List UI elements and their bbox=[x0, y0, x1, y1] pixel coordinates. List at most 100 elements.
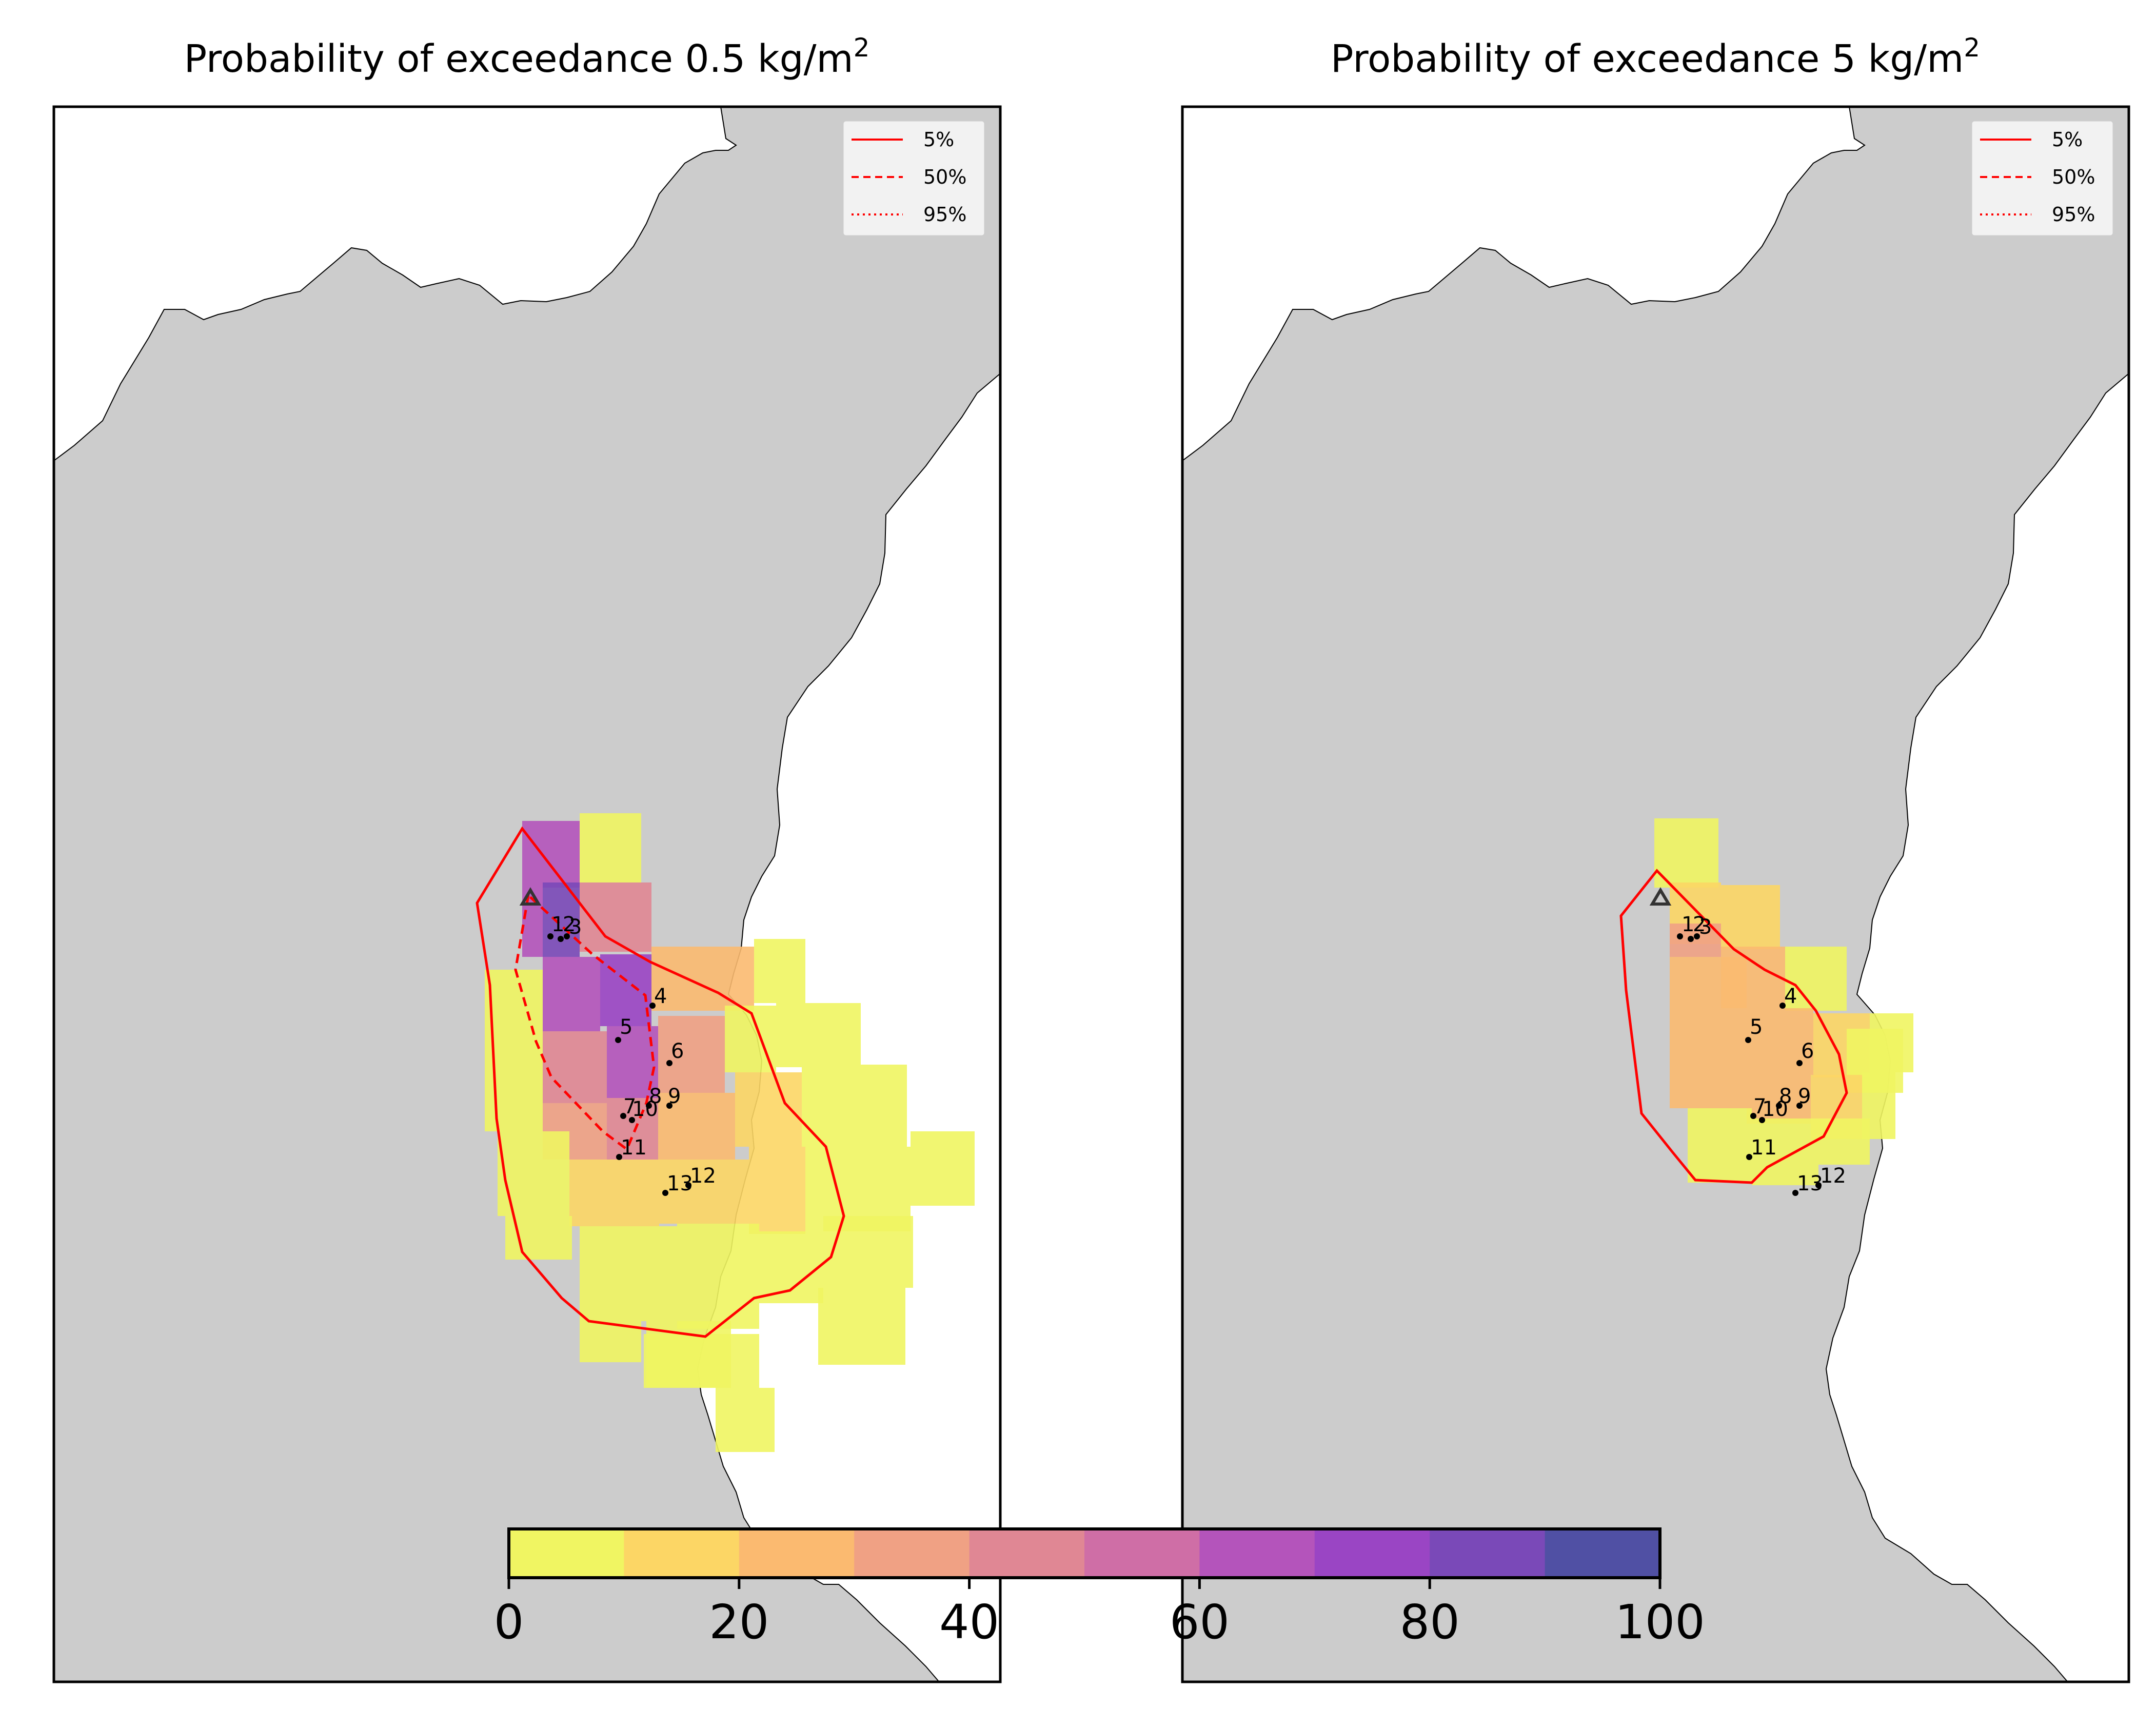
probability-cell bbox=[776, 1003, 838, 1067]
legend-label: 95% bbox=[2052, 203, 2095, 226]
site-label: 7 bbox=[623, 1095, 636, 1118]
dot-marker-icon bbox=[558, 936, 564, 942]
probability-cell bbox=[1785, 947, 1847, 1011]
dot-marker-icon bbox=[1779, 1003, 1786, 1009]
dot-marker-icon bbox=[1677, 933, 1683, 939]
probability-cell bbox=[1670, 957, 1747, 1034]
legend-label: 5% bbox=[923, 128, 954, 151]
colorbar-tick-label: 40 bbox=[939, 1595, 999, 1650]
colorbar-segment bbox=[1199, 1529, 1315, 1578]
probability-cell bbox=[1721, 885, 1780, 949]
probability-cell bbox=[911, 1131, 975, 1206]
triangle-vent-icon bbox=[519, 887, 542, 906]
site-label: 8 bbox=[1779, 1085, 1792, 1108]
legend-label: 95% bbox=[923, 203, 966, 226]
probability-cell bbox=[749, 1147, 805, 1234]
colorbar-tick-label: 100 bbox=[1615, 1595, 1705, 1650]
colorbar-tick-label: 20 bbox=[709, 1595, 769, 1650]
colorbar-tick-label: 0 bbox=[494, 1595, 524, 1650]
colorbar-segment bbox=[739, 1529, 855, 1578]
colorbar-segment bbox=[509, 1529, 624, 1578]
dot-marker-icon bbox=[1796, 1060, 1803, 1066]
site-label: 11 bbox=[621, 1136, 647, 1160]
probability-cell bbox=[802, 1067, 861, 1147]
site-label: 5 bbox=[620, 1015, 632, 1039]
dot-marker-icon bbox=[1796, 1103, 1803, 1109]
map-frame bbox=[1181, 105, 2130, 1683]
dot-marker-icon bbox=[1688, 936, 1694, 942]
site-label: 13 bbox=[667, 1172, 693, 1195]
probability-cell bbox=[1670, 1034, 1747, 1108]
probability-cell bbox=[644, 1334, 718, 1388]
site-label: 6 bbox=[671, 1039, 684, 1063]
dot-marker-icon bbox=[662, 1190, 668, 1196]
colorbar-segment bbox=[624, 1529, 740, 1578]
colorbar-segment bbox=[1314, 1529, 1430, 1578]
site-label: 6 bbox=[1801, 1039, 1814, 1063]
probability-cell bbox=[522, 821, 580, 888]
colorbar-segment bbox=[969, 1529, 1085, 1578]
site-label: 4 bbox=[654, 985, 667, 1008]
probability-cell bbox=[658, 1016, 725, 1093]
probability-cell bbox=[1747, 1075, 1811, 1124]
site-label: 2 bbox=[563, 913, 576, 936]
probability-grid bbox=[1654, 818, 1913, 1185]
panel-title-left: Probability of exceedance 0.5 kg/m2 bbox=[184, 33, 870, 81]
colorbar-tick-label: 60 bbox=[1170, 1595, 1230, 1650]
legend-box-left: 5% 50% 95% bbox=[842, 120, 986, 237]
probability-cell bbox=[580, 813, 641, 882]
site-label: 10 bbox=[632, 1097, 658, 1121]
colorbar-tick-label: 80 bbox=[1400, 1595, 1460, 1650]
site-label: 5 bbox=[1750, 1015, 1763, 1039]
colorbar-segment bbox=[1545, 1529, 1660, 1578]
site-label: 1 bbox=[551, 913, 564, 936]
probability-cell bbox=[569, 1160, 659, 1226]
colorbar-frame bbox=[507, 1527, 1661, 1579]
site-label: 7 bbox=[1753, 1095, 1766, 1118]
probability-cell bbox=[725, 1006, 776, 1072]
legend-label: 50% bbox=[923, 166, 966, 188]
probability-cell bbox=[1818, 1118, 1870, 1165]
site-label: 8 bbox=[649, 1085, 662, 1108]
dot-marker-icon bbox=[685, 1182, 691, 1188]
colorbar-segment bbox=[1084, 1529, 1200, 1578]
probability-cell bbox=[838, 1003, 861, 1067]
dot-marker-icon bbox=[1750, 1113, 1756, 1119]
legend-label: 5% bbox=[2052, 128, 2083, 151]
probability-cell bbox=[718, 1334, 759, 1388]
legend-box-right: 5% 50% 95% bbox=[1970, 120, 2114, 237]
site-label: 4 bbox=[1784, 985, 1797, 1008]
probability-cell bbox=[716, 1388, 775, 1452]
site-label: 2 bbox=[1693, 913, 1706, 936]
map-frame bbox=[52, 105, 1002, 1683]
probability-cell bbox=[759, 1231, 823, 1303]
dot-marker-icon bbox=[646, 1103, 652, 1109]
site-label: 13 bbox=[1797, 1172, 1823, 1195]
site-label: 9 bbox=[668, 1085, 681, 1108]
dot-marker-icon bbox=[629, 1117, 635, 1123]
probability-cell bbox=[498, 1131, 569, 1216]
dot-marker-icon bbox=[615, 1037, 621, 1043]
probability-cell bbox=[1688, 1108, 1752, 1183]
probability-cell bbox=[818, 1288, 905, 1365]
contour-5-percent bbox=[476, 826, 845, 1338]
dot-marker-icon bbox=[1792, 1190, 1798, 1196]
dot-marker-icon bbox=[1746, 1154, 1752, 1160]
probability-cell bbox=[861, 1065, 907, 1147]
dot-marker-icon bbox=[1694, 933, 1700, 939]
probability-cell bbox=[1752, 1118, 1818, 1185]
dot-marker-icon bbox=[620, 1113, 626, 1119]
contour-5-percent bbox=[1619, 869, 1848, 1184]
probability-cell bbox=[659, 1160, 749, 1224]
site-label: 3 bbox=[1699, 915, 1712, 939]
probability-cell bbox=[754, 939, 805, 1003]
site-label: 1 bbox=[1682, 913, 1694, 936]
site-label: 9 bbox=[1798, 1085, 1811, 1108]
dot-marker-icon bbox=[547, 933, 553, 939]
dot-marker-icon bbox=[616, 1154, 622, 1160]
dot-marker-icon bbox=[666, 1103, 672, 1109]
colorbar-segment bbox=[1430, 1529, 1546, 1578]
